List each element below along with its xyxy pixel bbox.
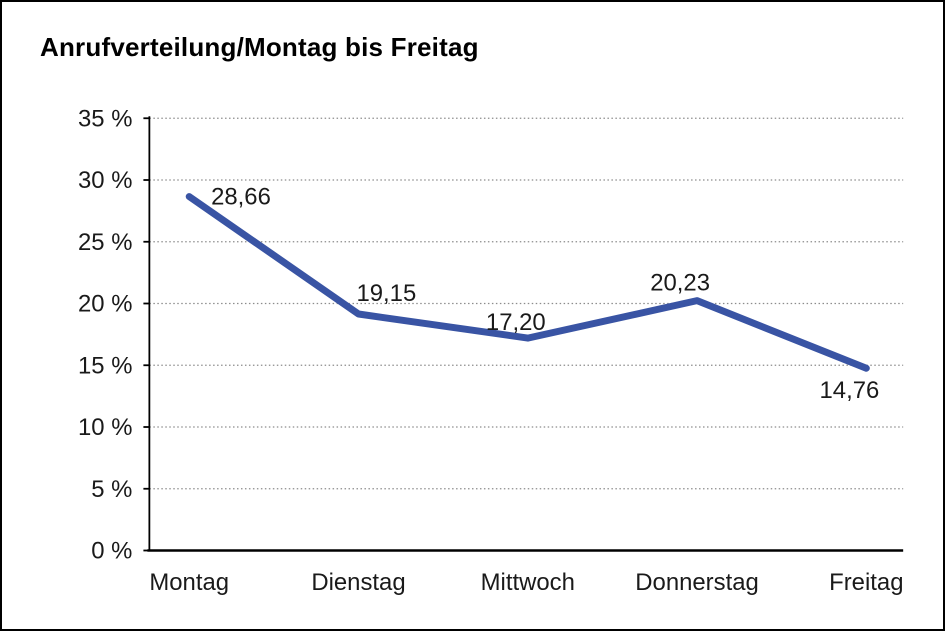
y-axis-label: 35 % — [78, 105, 132, 132]
data-label: 20,23 — [650, 270, 710, 297]
chart-title: Anrufverteilung/Montag bis Freitag — [40, 32, 479, 62]
y-axis-label: 20 % — [78, 291, 132, 318]
y-axis-label: 30 % — [78, 167, 132, 194]
y-axis-label: 5 % — [91, 476, 132, 503]
y-axis-label: 0 % — [91, 538, 132, 565]
data-label: 28,66 — [211, 184, 271, 211]
y-axis-label: 10 % — [78, 414, 132, 441]
y-axis-label: 25 % — [78, 229, 132, 256]
x-axis-label: Mittwoch — [481, 569, 575, 596]
x-axis-label: Montag — [149, 569, 229, 596]
data-label: 17,20 — [486, 309, 546, 336]
data-label: 14,76 — [820, 377, 880, 404]
x-axis-label: Donnerstag — [635, 569, 758, 596]
y-axis-label: 15 % — [78, 352, 132, 379]
x-axis-label: Freitag — [829, 569, 903, 596]
series-line — [185, 193, 870, 372]
x-axis-label: Dienstag — [311, 569, 405, 596]
data-label: 19,15 — [356, 280, 416, 307]
